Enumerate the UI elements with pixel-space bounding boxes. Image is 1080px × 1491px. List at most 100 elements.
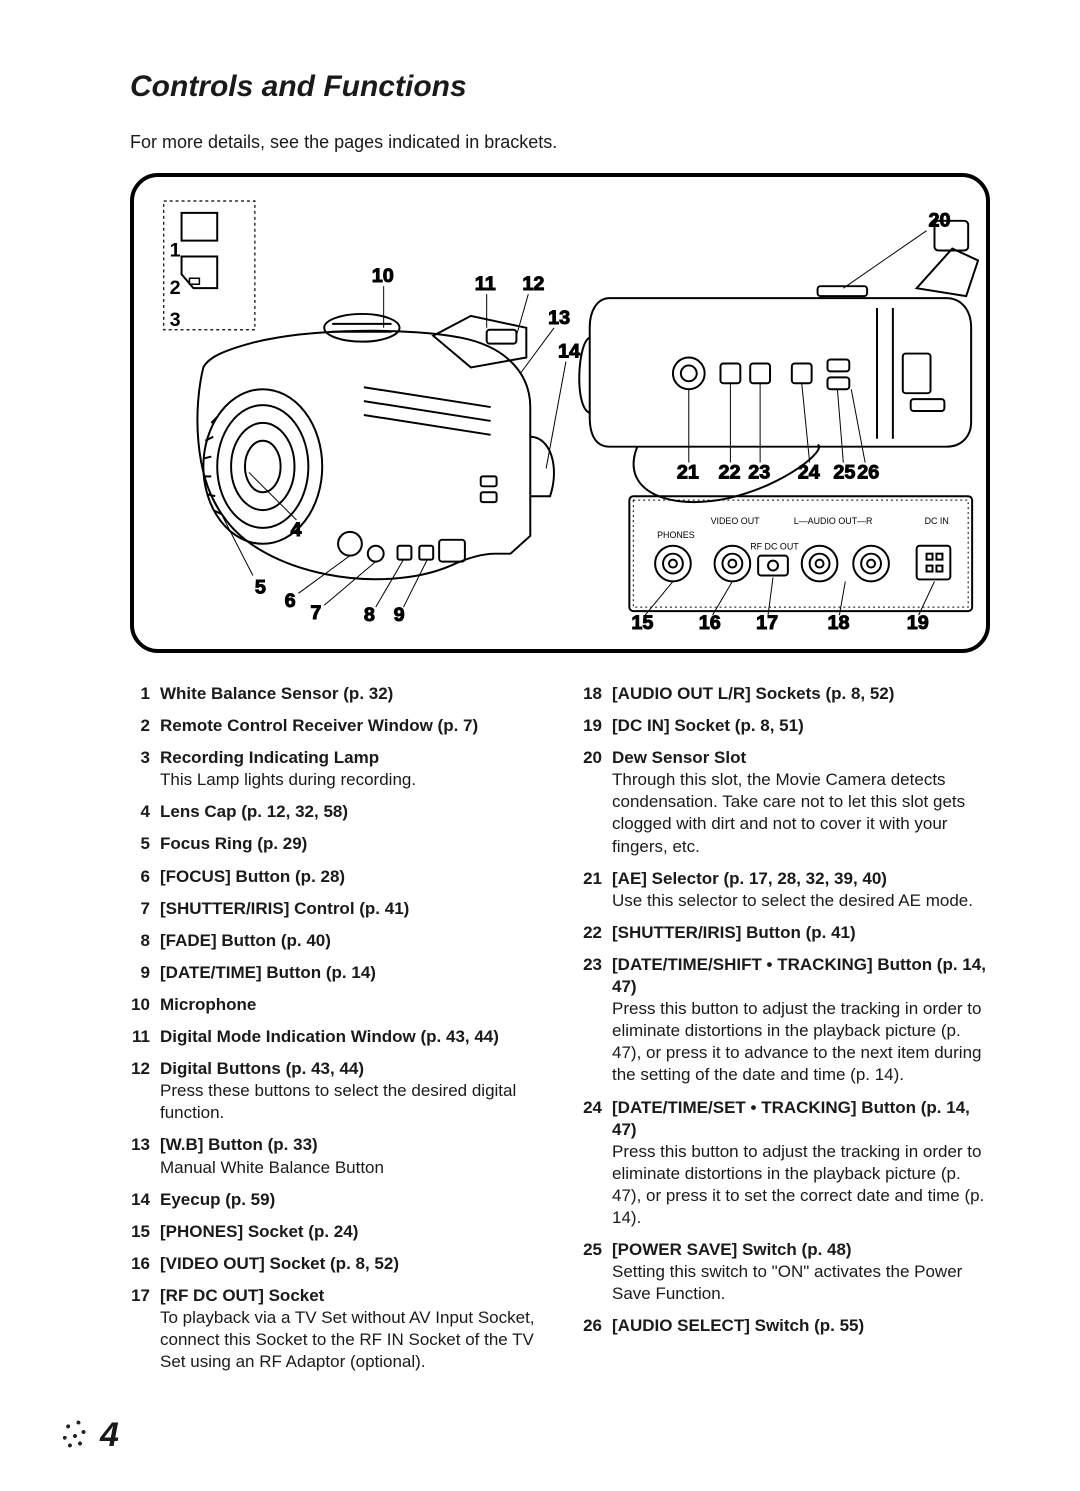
callout-11: 11	[475, 273, 496, 295]
definition-item: 23[DATE/TIME/SHIFT • TRACKING] Button (p…	[582, 954, 990, 1087]
definition-item: 26[AUDIO SELECT] Switch (p. 55)	[582, 1315, 990, 1337]
page-number: 4	[100, 1416, 119, 1455]
callout-6: 6	[285, 590, 296, 612]
definition-item: 24[DATE/TIME/SET • TRACKING] Button (p. …	[582, 1097, 990, 1230]
socket-label-phones: PHONES	[657, 530, 695, 540]
definition-number: 10	[130, 994, 160, 1016]
definition-item: 20Dew Sensor SlotThrough this slot, the …	[582, 747, 990, 857]
definition-title: [DATE/TIME] Button (p. 14)	[160, 963, 376, 982]
definition-item: 5Focus Ring (p. 29)	[130, 833, 538, 855]
socket-label-videoout: VIDEO OUT	[711, 516, 761, 526]
definition-number: 25	[582, 1239, 612, 1261]
page-subtitle: For more details, see the pages indicate…	[130, 132, 990, 153]
definition-description: Press this button to adjust the tracking…	[612, 1142, 984, 1227]
definition-item: 1White Balance Sensor (p. 32)	[130, 683, 538, 705]
definition-title: [SHUTTER/IRIS] Button (p. 41)	[612, 923, 856, 942]
callout-14: 14	[558, 341, 580, 363]
definition-title: Digital Buttons (p. 43, 44)	[160, 1059, 364, 1078]
definition-item: 13[W.B] Button (p. 33)Manual White Balan…	[130, 1134, 538, 1178]
definition-item: 16[VIDEO OUT] Socket (p. 8, 52)	[130, 1253, 538, 1275]
definition-title: [DATE/TIME/SET • TRACKING] Button (p. 14…	[612, 1098, 970, 1139]
definition-number: 13	[130, 1134, 160, 1156]
definition-item: 21[AE] Selector (p. 17, 28, 32, 39, 40)U…	[582, 868, 990, 912]
definition-body: Microphone	[160, 994, 538, 1016]
definition-body: [DATE/TIME/SET • TRACKING] Button (p. 14…	[612, 1097, 990, 1230]
definition-item: 7[SHUTTER/IRIS] Control (p. 41)	[130, 898, 538, 920]
callout-26: 26	[857, 461, 879, 483]
definition-item: 2Remote Control Receiver Window (p. 7)	[130, 715, 538, 737]
definition-body: [AE] Selector (p. 17, 28, 32, 39, 40)Use…	[612, 868, 990, 912]
definition-number: 5	[130, 833, 160, 855]
definition-title: [PHONES] Socket (p. 24)	[160, 1222, 358, 1241]
definition-body: [FOCUS] Button (p. 28)	[160, 866, 538, 888]
socket-label-rfdcout: RF DC OUT	[750, 542, 799, 552]
definition-title: Digital Mode Indication Window (p. 43, 4…	[160, 1027, 499, 1046]
definition-title: [DC IN] Socket (p. 8, 51)	[612, 716, 804, 735]
definition-item: 25[POWER SAVE] Switch (p. 48) Setting thi…	[582, 1239, 990, 1305]
binding-dots-icon	[58, 1415, 92, 1453]
definition-item: 12Digital Buttons (p. 43, 44) Press these…	[130, 1058, 538, 1124]
socket-label-audioout: L—AUDIO OUT—R	[794, 516, 873, 526]
definition-item: 3Recording Indicating LampThis Lamp ligh…	[130, 747, 538, 791]
definition-number: 23	[582, 954, 612, 976]
definition-body: Focus Ring (p. 29)	[160, 833, 538, 855]
definition-item: 14Eyecup (p. 59)	[130, 1189, 538, 1211]
definition-description: Through this slot, the Movie Camera dete…	[612, 770, 965, 855]
definition-body: [PHONES] Socket (p. 24)	[160, 1221, 538, 1243]
definition-number: 12	[130, 1058, 160, 1080]
definition-number: 26	[582, 1315, 612, 1337]
definition-number: 24	[582, 1097, 612, 1119]
definition-title: Microphone	[160, 995, 256, 1014]
definition-title: [DATE/TIME/SHIFT • TRACKING] Button (p. …	[612, 955, 986, 996]
definition-number: 4	[130, 801, 160, 823]
definition-item: 18[AUDIO OUT L/R] Sockets (p. 8, 52)	[582, 683, 990, 705]
definition-description: Manual White Balance Button	[160, 1158, 384, 1177]
camera-diagram-svg: 1 2 3	[134, 177, 986, 649]
definition-number: 21	[582, 868, 612, 890]
definition-description: Press these buttons to select the desire…	[160, 1081, 516, 1122]
callout-4: 4	[291, 519, 302, 541]
definition-body: [DATE/TIME] Button (p. 14)	[160, 962, 538, 984]
definition-item: 10Microphone	[130, 994, 538, 1016]
callout-12: 12	[522, 273, 544, 295]
callout-17: 17	[756, 612, 778, 634]
definition-body: Digital Buttons (p. 43, 44) Press these b…	[160, 1058, 538, 1124]
definition-body: Dew Sensor SlotThrough this slot, the Mo…	[612, 747, 990, 857]
definition-title: Recording Indicating Lamp	[160, 748, 379, 767]
manual-page: Controls and Functions For more details,…	[0, 0, 1080, 1491]
definition-number: 22	[582, 922, 612, 944]
callout-8: 8	[364, 604, 375, 626]
definitions-col-right: 18[AUDIO OUT L/R] Sockets (p. 8, 52)19[D…	[582, 683, 990, 1383]
definition-description: To playback via a TV Set without AV Inpu…	[160, 1308, 535, 1371]
definition-title: Lens Cap (p. 12, 32, 58)	[160, 802, 348, 821]
definition-body: [VIDEO OUT] Socket (p. 8, 52)	[160, 1253, 538, 1275]
callout-18: 18	[827, 612, 849, 634]
socket-label-dcin: DC IN	[925, 516, 949, 526]
diagram-figure: 1 2 3	[130, 173, 990, 653]
definition-number: 18	[582, 683, 612, 705]
callout-9: 9	[394, 604, 405, 626]
definition-number: 16	[130, 1253, 160, 1275]
definition-body: Eyecup (p. 59)	[160, 1189, 538, 1211]
definition-body: White Balance Sensor (p. 32)	[160, 683, 538, 705]
definition-item: 4Lens Cap (p. 12, 32, 58)	[130, 801, 538, 823]
callout-13: 13	[548, 307, 570, 329]
definition-item: 8[FADE] Button (p. 40)	[130, 930, 538, 952]
definition-description: Use this selector to select the desired …	[612, 891, 973, 910]
definition-number: 7	[130, 898, 160, 920]
definition-number: 19	[582, 715, 612, 737]
definition-body: [W.B] Button (p. 33)Manual White Balance…	[160, 1134, 538, 1178]
definition-body: [RF DC OUT] Socket To playback via a TV S…	[160, 1285, 538, 1373]
definition-description: Setting this switch to "ON" activates th…	[612, 1262, 962, 1303]
definition-number: 14	[130, 1189, 160, 1211]
definition-body: Lens Cap (p. 12, 32, 58)	[160, 801, 538, 823]
definition-number: 2	[130, 715, 160, 737]
callout-7: 7	[310, 602, 321, 624]
definition-title: [RF DC OUT] Socket	[160, 1286, 324, 1305]
definition-title: Remote Control Receiver Window (p. 7)	[160, 716, 478, 735]
definition-title: [POWER SAVE] Switch (p. 48)	[612, 1240, 852, 1259]
definitions-columns: 1White Balance Sensor (p. 32)2Remote Con…	[130, 683, 990, 1383]
definition-body: Digital Mode Indication Window (p. 43, 4…	[160, 1026, 538, 1048]
definition-number: 8	[130, 930, 160, 952]
definition-number: 1	[130, 683, 160, 705]
